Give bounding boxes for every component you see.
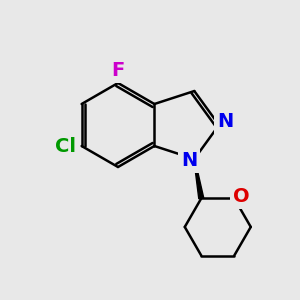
Text: F: F [111, 61, 124, 80]
Text: Cl: Cl [55, 136, 76, 155]
Text: N: N [217, 112, 233, 131]
Polygon shape [194, 159, 204, 199]
Text: N: N [181, 152, 197, 170]
Text: O: O [233, 187, 250, 206]
